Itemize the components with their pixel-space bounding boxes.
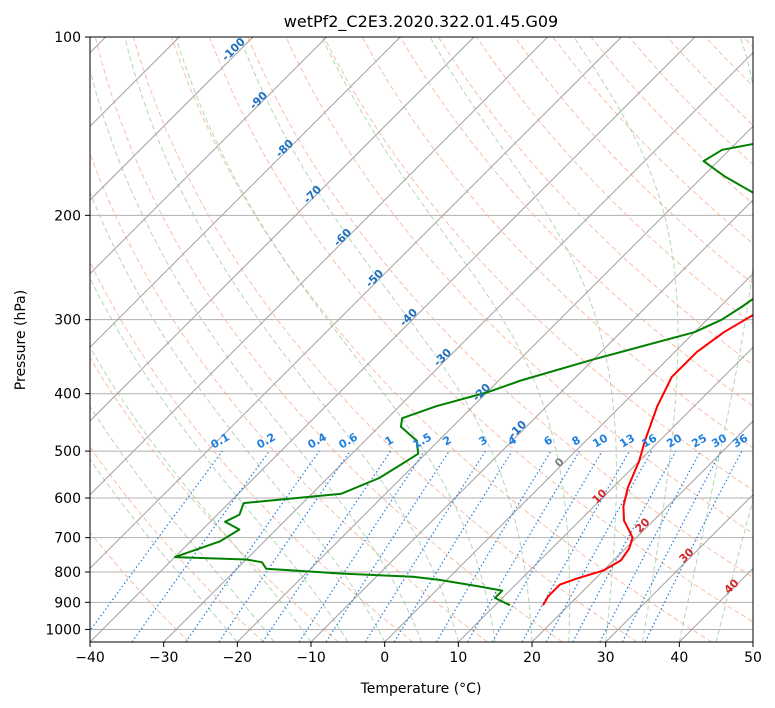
mixing-ratio-line	[393, 450, 513, 642]
moist-adiabat	[90, 346, 312, 642]
isotherm	[605, 493, 753, 642]
x-tick-label: 10	[449, 650, 467, 666]
isotherm	[531, 420, 753, 642]
chart-title: wetPf2_C2E3.2020.322.01.45.G09	[284, 12, 558, 32]
mixing-ratio-line	[262, 450, 392, 642]
y-tick-label: 400	[54, 387, 81, 403]
mixing-ratio-line	[218, 450, 351, 642]
moist-adiabat	[124, 37, 459, 642]
axes: −40 −30 −20 −10 0 10 20 30 40 50 100 200 300 400 500 60…	[45, 30, 762, 666]
isotherm	[90, 37, 475, 422]
dry-adiabat	[90, 446, 264, 642]
dry-adiabat	[514, 37, 753, 285]
isotherm	[163, 51, 753, 642]
y-tick-label: 100	[54, 30, 81, 46]
dry-adiabat	[399, 37, 753, 407]
isotherm	[752, 641, 753, 642]
moist-adiabat	[678, 37, 753, 642]
y-tick-label: 300	[54, 313, 81, 329]
dry-adiabat	[94, 37, 563, 642]
moist-adiabat	[715, 498, 753, 642]
x-tick-label: −40	[75, 650, 105, 666]
y-tick-label: 1000	[45, 622, 81, 638]
background-lines	[90, 37, 753, 642]
dry-adiabat	[247, 37, 753, 578]
x-tick-label: −20	[223, 650, 253, 666]
x-tick-label: 40	[670, 650, 688, 666]
isotherm	[90, 37, 549, 496]
isotherm	[384, 272, 753, 642]
isotherm	[236, 125, 753, 642]
y-axis-title: Pressure (hPa)	[13, 290, 29, 390]
plot-background	[90, 37, 753, 642]
isotherm	[457, 346, 753, 642]
mixing-ratio-line	[185, 450, 320, 642]
y-tick-label: 500	[54, 444, 81, 460]
dry-adiabat	[437, 37, 753, 366]
isotherm	[90, 37, 696, 642]
y-tick-label: 900	[54, 595, 81, 611]
moist-adiabat	[90, 67, 422, 642]
mixing-ratio-line	[521, 450, 631, 642]
y-tick-label: 800	[54, 565, 81, 581]
y-tick-label: 200	[54, 208, 81, 224]
profile-lines	[173, 143, 753, 607]
moist-adiabat	[573, 37, 679, 642]
y-tick-label: 700	[54, 531, 81, 547]
moist-adiabat	[90, 277, 349, 642]
moist-adiabat	[429, 37, 617, 642]
isotherm	[90, 37, 254, 201]
x-tick-label: 50	[744, 650, 762, 666]
dry-adiabat	[132, 37, 638, 642]
mixing-ratio-line	[644, 450, 743, 642]
dry-adiabat	[90, 152, 488, 642]
temperature-profile	[542, 313, 753, 606]
isotherm	[310, 199, 753, 642]
moist-adiabat	[175, 37, 496, 642]
isotherm	[90, 37, 622, 570]
isotherm	[90, 37, 328, 275]
moist-adiabat	[90, 405, 275, 642]
plot-frame	[89, 36, 754, 643]
dry-adiabat	[90, 531, 190, 642]
x-tick-label: 20	[523, 650, 541, 666]
moist-adiabat	[90, 190, 386, 642]
dry-adiabat	[323, 37, 753, 491]
x-tick-label: 0	[380, 650, 389, 666]
mixing-ratio-line	[90, 450, 223, 632]
x-tick-label: −10	[296, 650, 326, 666]
x-tick-label: −30	[149, 650, 179, 666]
mixing-ratio-line	[298, 450, 425, 642]
y-tick-label: 600	[54, 491, 81, 507]
moist-adiabat	[321, 37, 571, 642]
dry-adiabat	[361, 37, 753, 449]
isotherm	[90, 37, 401, 349]
mixing-ratio-line	[131, 450, 270, 642]
dry-adiabat	[171, 37, 712, 642]
x-tick-label: 30	[597, 650, 615, 666]
dry-adiabat	[285, 37, 753, 535]
mixing-ratio-line	[325, 450, 450, 642]
dry-adiabat	[90, 356, 339, 642]
x-axis-title: Temperature (°C)	[360, 681, 482, 697]
dry-adiabat	[209, 37, 753, 623]
moist-adiabat	[90, 458, 238, 642]
dewpoint-profile	[173, 143, 753, 607]
moist-adiabat	[239, 37, 533, 642]
